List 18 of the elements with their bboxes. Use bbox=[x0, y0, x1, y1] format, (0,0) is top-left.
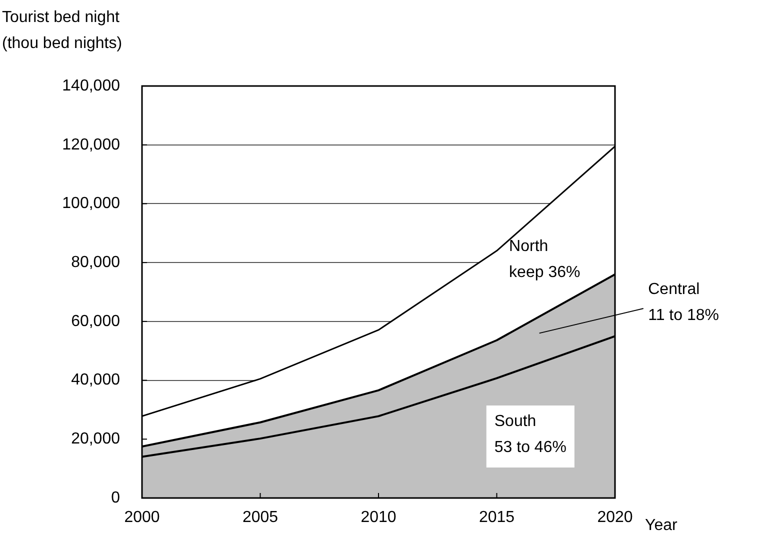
y-tick-label: 80,000 bbox=[71, 254, 120, 271]
y-tick-label: 40,000 bbox=[71, 372, 120, 389]
x-tick-label: 2010 bbox=[360, 509, 396, 526]
annotation: North keep 36% bbox=[509, 238, 580, 281]
x-tick-label: 2000 bbox=[124, 509, 160, 526]
y-tick-label: 20,000 bbox=[71, 430, 120, 448]
y-tick-label: 60,000 bbox=[71, 312, 120, 330]
y-tick-label: 120,000 bbox=[62, 136, 120, 154]
x-tick-label: 2020 bbox=[597, 509, 633, 526]
x-axis-title: Year bbox=[645, 517, 678, 534]
annotation: South 53 to 46% bbox=[494, 412, 566, 456]
y-tick-label: 140,000 bbox=[62, 77, 120, 94]
y-tick-label: 0 bbox=[111, 489, 120, 506]
x-tick-label: 2015 bbox=[478, 509, 515, 526]
y-tick-label: 100,000 bbox=[62, 195, 120, 212]
y-axis-title: Tourist bed night (thou bed nights) bbox=[2, 9, 122, 52]
x-tick-label: 2005 bbox=[242, 509, 278, 526]
text: Central 11 to 18% bbox=[648, 281, 719, 324]
